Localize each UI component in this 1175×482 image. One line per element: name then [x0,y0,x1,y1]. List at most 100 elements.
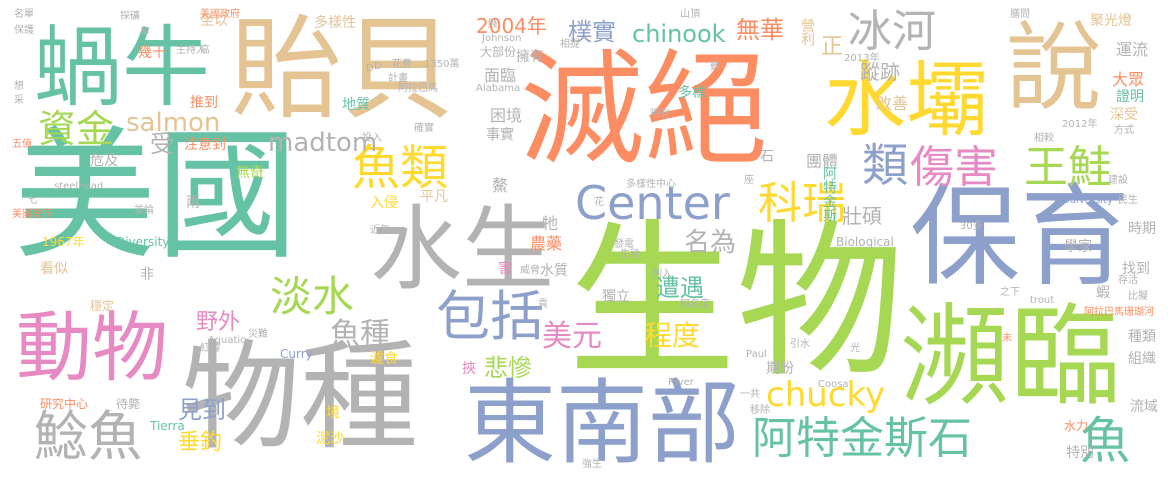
word: 擁有 [516,49,544,65]
word: 正 [817,34,842,56]
word: 數 [710,61,720,72]
word: 蝸牛 [34,16,211,119]
word: 流域 [1130,399,1158,415]
word: 無奇 [236,165,264,181]
word: Paul [746,349,767,360]
word: 時期 [1128,221,1156,237]
word: 幾十 [138,45,166,61]
word: 穩定 [90,299,115,313]
word: 境 [326,405,340,421]
word: 知名度 [680,299,710,310]
word: 1967年 [42,235,85,249]
word: 方式 [1114,125,1134,136]
word: 看似 [40,261,68,277]
word: 非 [140,267,154,283]
word: 動物 [16,303,168,392]
word: 受 [150,130,174,158]
word: 七 [28,195,38,206]
word: Biological [836,235,894,249]
word: 泥沙 [316,431,344,447]
word: 現有 [650,109,670,120]
word: 團體 [806,152,839,171]
word: 引水 [790,339,810,350]
word: 魚類 [352,140,449,196]
word: 列入 [652,269,672,280]
word: 計畫 [388,73,408,84]
word: 找到 [1122,261,1150,277]
word: 說 [1006,12,1102,124]
word: Tierra [150,419,185,433]
word: 待斃 [116,397,141,411]
word: Alabama [476,83,521,94]
word: 蹤跡 [860,60,900,84]
word: 美國政府 [200,9,240,20]
word: 賤 [488,19,498,30]
word: 組織 [1128,351,1156,367]
word: 災難 [248,329,268,340]
word: 比擬 [1128,291,1148,302]
word: 獨立 [602,289,630,305]
word: 見到 [178,396,226,424]
word: D [366,63,374,74]
word: 營利 [799,18,815,46]
word: 移除 [750,405,770,416]
word: 東南部 [464,370,741,477]
word: 發電 [614,239,634,250]
word: 滅絕 [520,38,769,182]
word: 建設 [1108,175,1128,186]
word: 座 [744,175,754,186]
word: chucky [766,375,886,415]
word: 冰河 [848,6,936,57]
word: 主持人 [176,45,206,56]
word: 2012年 [1062,119,1098,130]
word: 遭遇 [656,274,704,302]
word: Center [575,176,730,230]
word: 物種 [182,328,419,466]
word: 推到 [190,95,218,111]
word: 美元 [542,319,602,354]
word: 蝦 [1096,285,1110,301]
word: 確實 [414,123,434,134]
word: 水生 [370,196,555,303]
word: 危及 [90,153,118,169]
word: 改善 [876,94,909,113]
word: 無華 [736,16,784,44]
word: 種類 [1128,329,1156,345]
word: 野外 [196,310,241,335]
word: 水力 [1064,419,1089,433]
word: 注意到 [184,137,226,153]
word: 阿拉巴馬珊瑚河 [1084,307,1154,318]
word: 1350萬 [424,59,460,70]
word: 民生 [1118,195,1138,206]
word: 地質 [342,97,370,113]
word: 花費 [392,59,412,70]
word: 困境 [490,106,523,125]
word: 名單 [14,9,34,20]
word: 牟 [140,27,150,38]
word: 一共 [740,389,760,400]
word: 並論 [134,205,154,216]
word: 鯰魚 [34,405,142,468]
word: 美國政府 [12,209,52,220]
word: 坐以 [200,13,228,29]
word: 瀕臨 [900,293,1120,421]
word: Curry [280,347,313,361]
word: 害 [498,261,512,277]
word: 學家 [1064,239,1092,255]
word: 保護 [14,25,34,36]
word: Biodiversity [1054,195,1113,206]
word: 高 [200,45,210,56]
word: 之下 [1000,287,1020,298]
word: 多樣性中心 [626,179,676,190]
word: 未 [1002,333,1012,344]
word: 運流 [1116,40,1149,59]
word: 事實 [486,127,514,143]
word: 傷害 [910,142,998,193]
word: 挾 [462,361,476,377]
word: 入侵 [370,195,398,211]
word: 多樣性 [314,15,356,31]
word: 想 [14,81,24,92]
word: trout [1030,295,1055,306]
word: 投入 [362,133,382,144]
word: 科瑞 [758,178,846,229]
